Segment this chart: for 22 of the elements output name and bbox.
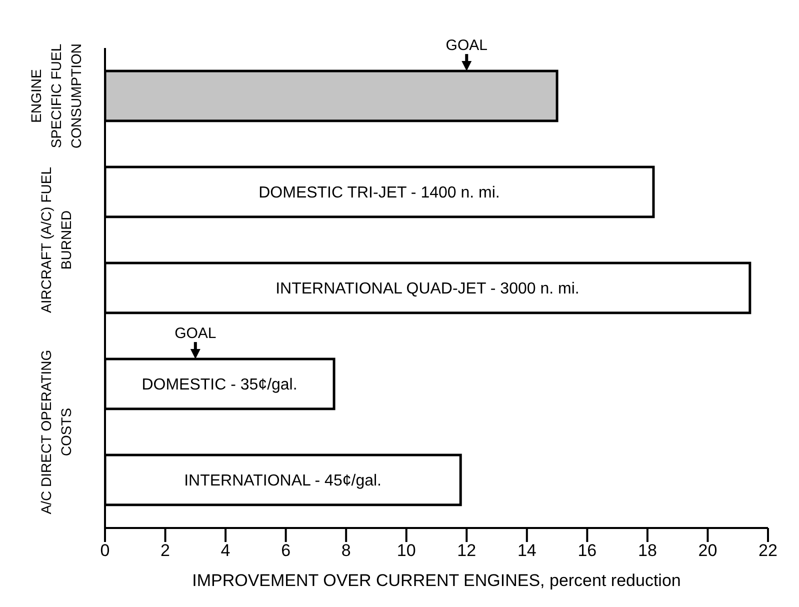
x-axis-title: IMPROVEMENT OVER CURRENT ENGINES, percent reduction <box>192 571 681 590</box>
x-tick-label: 22 <box>758 541 778 560</box>
x-tick-label: 8 <box>341 541 351 560</box>
ref-line-label: GOAL <box>446 37 488 54</box>
y-tick-label: DOMESTIC TRI-JET - 1400 n. mi. <box>258 184 500 202</box>
text: AIRCRAFT (A/C) FUEL BURNED <box>38 167 74 313</box>
x-tick-label: 16 <box>578 541 597 560</box>
x-tick-label: 0 <box>100 541 110 560</box>
x-tick-label: 10 <box>396 541 416 560</box>
x-tick-label: 2 <box>160 541 170 560</box>
y-tick-label: DOMESTIC - 35¢/gal. <box>142 376 298 394</box>
ref-line-label: GOAL <box>174 325 216 342</box>
x-tick-label: 20 <box>698 541 718 560</box>
text: ENGINE SPECIFIC FUEL CONSUMPTION <box>27 44 85 148</box>
x-tick-label: 6 <box>281 541 291 560</box>
x-tick-label: 18 <box>638 541 657 560</box>
y-tick-label: INTERNATIONAL - 45¢/gal. <box>184 472 382 490</box>
x-tick-label: 4 <box>220 541 230 560</box>
x-tick-label: 12 <box>457 541 476 560</box>
x-tick-label: 14 <box>517 541 536 560</box>
y-tick-label: INTERNATIONAL QUAD-JET - 3000 n. mi. <box>276 280 580 298</box>
text: A/C DIRECT OPERATING COSTS <box>37 348 75 516</box>
